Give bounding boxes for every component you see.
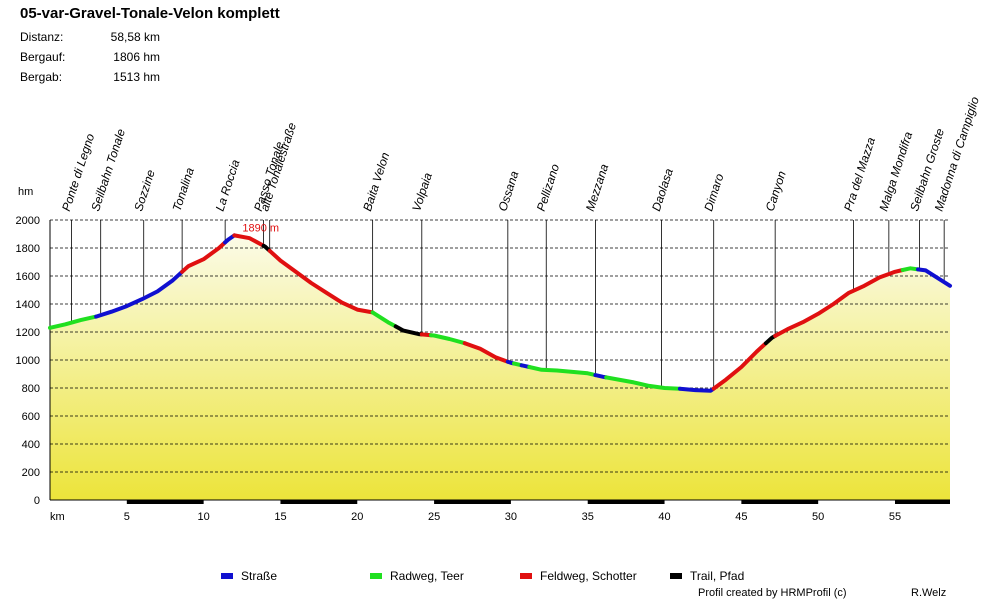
descent-value: 1513 hm bbox=[113, 70, 160, 84]
place-label: Tonalina bbox=[170, 166, 197, 213]
legend-label-strasse: Straße bbox=[241, 569, 278, 583]
y-tick-label: 2000 bbox=[16, 215, 40, 227]
legend-item-feldweg: Feldweg, Schotter bbox=[520, 569, 637, 583]
legend-swatch-radweg bbox=[370, 573, 382, 579]
x-tick-label: 5 bbox=[124, 511, 130, 523]
profile-segment bbox=[604, 375, 682, 391]
profile-segment bbox=[429, 333, 467, 346]
place-label: Daolasa bbox=[649, 166, 676, 213]
x-tick-label: 40 bbox=[658, 511, 670, 523]
y-tick-label: 1000 bbox=[16, 355, 40, 367]
legend-item-radweg: Radweg, Teer bbox=[370, 569, 464, 583]
x-tick-label: 55 bbox=[889, 511, 901, 523]
profile-segment bbox=[677, 386, 716, 393]
x-axis-unit: km bbox=[50, 511, 65, 523]
place-label: La Roccia bbox=[213, 158, 243, 213]
legend-swatch-feldweg bbox=[520, 573, 532, 579]
profile-segment bbox=[48, 314, 99, 330]
y-tick-label: 1600 bbox=[16, 271, 40, 283]
x-tick-label: 20 bbox=[351, 511, 363, 523]
distance-bar-segment bbox=[126, 500, 204, 504]
profile-segment bbox=[261, 243, 272, 253]
x-tick-label: 10 bbox=[198, 511, 210, 523]
place-label: Sozzine bbox=[131, 168, 158, 213]
x-tick-label: 35 bbox=[582, 511, 594, 523]
profile-segment bbox=[711, 341, 768, 391]
x-tick-label: 15 bbox=[274, 511, 286, 523]
profile-segment bbox=[94, 269, 185, 319]
legend-label-radweg: Radweg, Teer bbox=[390, 569, 464, 583]
legend-swatch-trail bbox=[670, 573, 682, 579]
place-label: Volpaia bbox=[409, 171, 435, 213]
profile-area bbox=[50, 235, 950, 500]
profile-segment bbox=[916, 267, 952, 288]
legend-label-trail: Trail, Pfad bbox=[690, 569, 745, 583]
author-text: R.Welz bbox=[911, 587, 947, 599]
legend-item-strasse: Straße bbox=[221, 569, 277, 583]
profile-segment bbox=[773, 268, 905, 338]
place-label: alte Tonalestraße bbox=[257, 121, 299, 213]
profile-segment bbox=[370, 310, 398, 329]
y-tick-label: 600 bbox=[22, 411, 40, 423]
distance-bar-segment bbox=[741, 500, 819, 504]
distance-bar-segment bbox=[434, 500, 511, 504]
y-tick-label: 400 bbox=[22, 439, 40, 451]
distance-bar-segment bbox=[587, 500, 665, 504]
distance-value: 58,58 km bbox=[110, 30, 160, 44]
place-label: Dimaro bbox=[701, 172, 726, 213]
max-elevation-label: 1890 m bbox=[242, 222, 279, 234]
distance-bar-segment bbox=[280, 500, 358, 504]
place-label: Ossana bbox=[495, 169, 521, 213]
x-tick-label: 30 bbox=[505, 511, 517, 523]
y-axis-unit: hm bbox=[18, 186, 33, 198]
profile-segment bbox=[462, 341, 510, 364]
y-tick-label: 200 bbox=[22, 467, 40, 479]
profile-segment bbox=[180, 240, 228, 274]
y-tick-label: 800 bbox=[22, 383, 40, 395]
y-tick-label: 0 bbox=[34, 495, 40, 507]
y-tick-label: 1800 bbox=[16, 243, 40, 255]
place-label: Pellizano bbox=[534, 162, 562, 213]
descent-label: Bergab: bbox=[20, 70, 63, 84]
legend-label-feldweg: Feldweg, Schotter bbox=[540, 569, 637, 583]
y-tick-label: 1200 bbox=[16, 327, 40, 339]
x-tick-label: 25 bbox=[428, 511, 440, 523]
chart-title: 05-var-Gravel-Tonale-Velon komplett bbox=[20, 5, 280, 22]
profile-segment bbox=[900, 266, 920, 272]
legend-item-trail: Trail, Pfad bbox=[670, 569, 744, 583]
place-label: Canyon bbox=[763, 169, 789, 213]
profile-segment bbox=[223, 233, 237, 245]
profile-segment bbox=[232, 233, 266, 248]
place-label: Mezzana bbox=[583, 162, 611, 213]
legend-swatch-strasse bbox=[221, 573, 233, 579]
distance-bar-segment bbox=[894, 500, 950, 504]
credit-text: Profil created by HRMProfil (c) bbox=[698, 587, 847, 599]
profile-segment bbox=[267, 248, 375, 315]
ascent-value: 1806 hm bbox=[113, 50, 160, 64]
x-tick-label: 50 bbox=[812, 511, 824, 523]
place-label: Baita Velon bbox=[360, 150, 392, 213]
ascent-label: Bergauf: bbox=[20, 50, 66, 64]
y-tick-label: 1400 bbox=[16, 299, 40, 311]
distance-label: Distanz: bbox=[20, 30, 64, 44]
profile-segment bbox=[527, 365, 598, 378]
x-tick-label: 45 bbox=[735, 511, 747, 523]
place-label: Pra del Mazza bbox=[841, 135, 878, 213]
